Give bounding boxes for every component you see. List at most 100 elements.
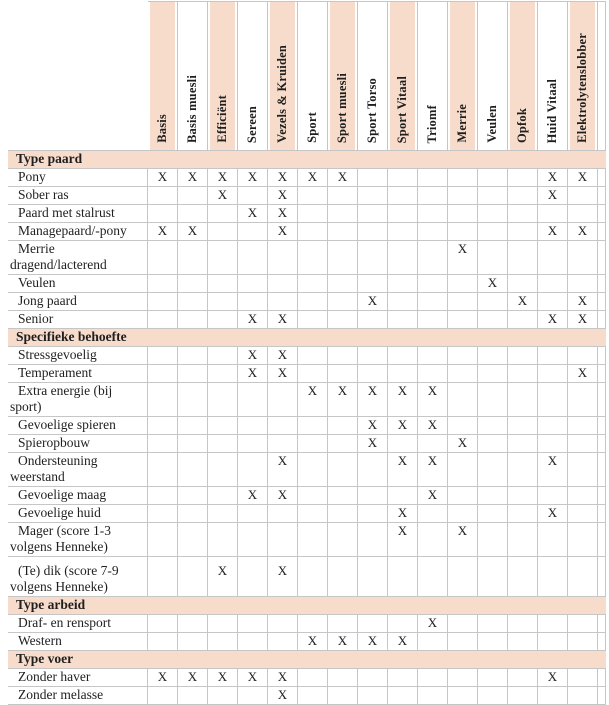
trailing-cell <box>598 615 606 632</box>
matrix-cell <box>268 633 298 650</box>
x-mark: X <box>277 487 288 502</box>
matrix-cell <box>358 241 388 274</box>
x-mark: X <box>277 205 288 220</box>
matrix-cell <box>388 669 418 686</box>
matrix-cell <box>208 687 238 704</box>
matrix-cell <box>448 669 478 686</box>
x-mark: X <box>547 505 558 520</box>
matrix-cell <box>538 205 568 222</box>
column-header: Merrie <box>448 1 478 150</box>
matrix-cell <box>148 453 178 486</box>
x-mark: X <box>157 169 168 184</box>
x-mark: X <box>547 169 558 184</box>
matrix-cell <box>538 383 568 416</box>
matrix-cell <box>418 275 448 292</box>
matrix-cell <box>298 241 328 274</box>
column-header: Triomf <box>418 1 448 150</box>
matrix-cell <box>148 187 178 204</box>
matrix-cell <box>178 557 208 596</box>
trailing-cell <box>598 365 606 382</box>
trailing-cell <box>598 669 606 686</box>
table-row: Managepaard/-pony X X X X X <box>8 223 606 241</box>
matrix-cell <box>208 347 238 364</box>
matrix-cell <box>238 435 268 452</box>
matrix-cell <box>148 633 178 650</box>
matrix-cell: X <box>178 223 208 240</box>
matrix-cell: X <box>238 365 268 382</box>
matrix-cell: X <box>388 523 418 556</box>
trailing-cell <box>598 687 606 704</box>
matrix-cell <box>478 633 508 650</box>
column-header: Sport muesli <box>328 1 358 150</box>
matrix-cell <box>208 223 238 240</box>
x-mark: X <box>397 417 408 432</box>
matrix-cell <box>208 453 238 486</box>
matrix-cell <box>478 453 508 486</box>
matrix-cell <box>148 505 178 522</box>
table-row: Jong paard X X X <box>8 293 606 311</box>
matrix-cell <box>268 383 298 416</box>
feed-selection-matrix: Basis Basis muesli Efficiënt Sereen Vezels &… <box>8 1 606 705</box>
matrix-cell <box>268 615 298 632</box>
matrix-cell <box>538 435 568 452</box>
trailing-cell <box>598 275 606 292</box>
matrix-cell <box>298 557 328 596</box>
matrix-cell <box>328 487 358 504</box>
matrix-cell: X <box>358 633 388 650</box>
matrix-cell: X <box>478 275 508 292</box>
table-row: Gevoelige huid X X <box>8 505 606 523</box>
x-mark: X <box>217 669 228 684</box>
matrix-cell <box>238 223 268 240</box>
matrix-cell <box>208 241 238 274</box>
matrix-cell <box>418 633 448 650</box>
matrix-cell <box>178 435 208 452</box>
matrix-cell <box>448 187 478 204</box>
matrix-cell: X <box>388 505 418 522</box>
x-mark: X <box>547 187 558 202</box>
matrix-cell <box>238 293 268 310</box>
table-row: Gevoelige spieren X X X <box>8 417 606 435</box>
matrix-cell <box>238 523 268 556</box>
matrix-cell: X <box>568 293 598 310</box>
column-header: Huid Vitaal <box>538 1 568 150</box>
matrix-cell: X <box>298 633 328 650</box>
matrix-cell <box>358 223 388 240</box>
matrix-cell <box>178 347 208 364</box>
matrix-cell <box>448 223 478 240</box>
matrix-cell: X <box>268 687 298 704</box>
matrix-cell <box>508 687 538 704</box>
matrix-cell <box>358 615 388 632</box>
matrix-cell: X <box>418 383 448 416</box>
matrix-cell <box>328 687 358 704</box>
x-mark: X <box>397 383 408 398</box>
x-mark: X <box>187 169 198 184</box>
trailing-cell <box>598 417 606 434</box>
matrix-cell <box>478 311 508 328</box>
x-mark: X <box>577 223 588 238</box>
matrix-cell <box>508 169 538 186</box>
matrix-cell: X <box>268 169 298 186</box>
matrix-cell <box>448 383 478 416</box>
matrix-cell: X <box>268 223 298 240</box>
matrix-cell <box>148 293 178 310</box>
matrix-cell <box>298 417 328 434</box>
matrix-cell <box>538 275 568 292</box>
matrix-cell <box>478 615 508 632</box>
matrix-cell <box>388 223 418 240</box>
x-mark: X <box>277 223 288 238</box>
trailing-cell <box>598 223 606 240</box>
matrix-cell <box>538 365 568 382</box>
matrix-cell <box>388 615 418 632</box>
x-mark: X <box>307 633 318 648</box>
matrix-cell <box>418 365 448 382</box>
x-mark: X <box>487 275 498 290</box>
section-row: Type arbeid <box>8 597 606 615</box>
matrix-cell <box>148 311 178 328</box>
table-row: Draf- en rensport X <box>8 615 606 633</box>
matrix-cell <box>358 557 388 596</box>
matrix-cell <box>478 557 508 596</box>
matrix-cell <box>328 453 358 486</box>
matrix-cell <box>508 453 538 486</box>
section-row: Type voer <box>8 651 606 669</box>
matrix-cell <box>208 383 238 416</box>
